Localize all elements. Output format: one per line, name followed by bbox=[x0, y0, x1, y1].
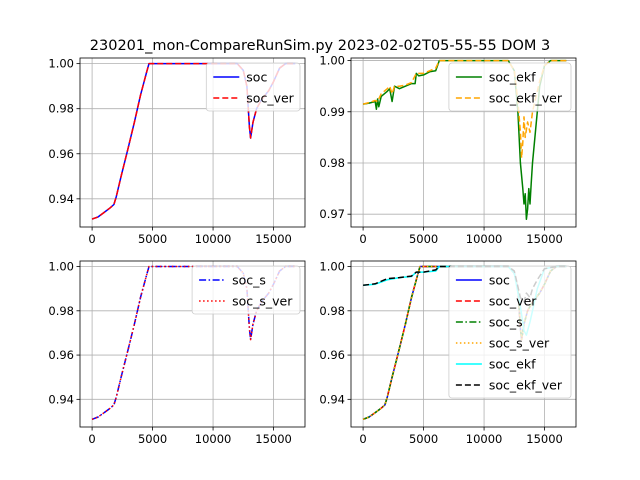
legend-label: soc_ekf bbox=[489, 70, 536, 85]
legend-label: soc_ver bbox=[246, 91, 294, 106]
legend-label: soc_ekf_ver bbox=[489, 91, 563, 106]
x-tick-label: 15000 bbox=[255, 432, 292, 446]
y-tick-label: 0.97 bbox=[319, 207, 345, 221]
axes-frame bbox=[79, 57, 306, 228]
legend: soc soc_ver bbox=[205, 62, 301, 112]
y-tick-label: 1.00 bbox=[48, 57, 74, 71]
x-tick-label: 0 bbox=[359, 232, 366, 246]
x-tick-label: 5000 bbox=[138, 432, 167, 446]
legend-box bbox=[448, 62, 572, 112]
x-tick-label: 10000 bbox=[466, 432, 503, 446]
x-tick-label: 0 bbox=[359, 432, 366, 446]
x-tick-label: 15000 bbox=[255, 232, 292, 246]
x-tick-label: 5000 bbox=[409, 232, 438, 246]
y-tick-label: 0.96 bbox=[48, 147, 74, 161]
y-tick-label: 0.98 bbox=[48, 102, 74, 116]
legend-label: soc_ver bbox=[489, 294, 537, 309]
y-tick-label: 1.00 bbox=[319, 54, 345, 68]
x-tick-label: 10000 bbox=[195, 232, 232, 246]
axes-frame bbox=[350, 57, 577, 228]
y-tick-label: 0.96 bbox=[319, 348, 345, 362]
legend-label: soc bbox=[246, 70, 267, 85]
axes-frame bbox=[79, 260, 306, 428]
legend-box bbox=[191, 265, 301, 315]
y-tick-label: 0.98 bbox=[48, 304, 74, 318]
chart-panel-1: 0 5000 10000 15000 0.94 0.96 0.98 1.00 soc soc_ve… bbox=[48, 57, 306, 246]
x-tick-label: 0 bbox=[88, 232, 95, 246]
legend: soc_s soc_s_ver bbox=[191, 265, 301, 315]
y-tick-label: 0.94 bbox=[48, 392, 74, 406]
legend-label: soc_s bbox=[489, 315, 523, 330]
series-group bbox=[362, 59, 567, 221]
legend-label: soc_ekf bbox=[489, 357, 536, 372]
y-tick-label: 0.98 bbox=[319, 304, 345, 318]
y-tick-label: 0.99 bbox=[319, 105, 345, 119]
legend-label: soc_s bbox=[232, 273, 266, 288]
legend-box bbox=[205, 62, 301, 112]
x-tick-label: 10000 bbox=[195, 432, 232, 446]
y-tick-label: 0.94 bbox=[319, 392, 345, 406]
legend-label: soc_s_ver bbox=[489, 336, 550, 351]
x-tick-label: 15000 bbox=[526, 432, 563, 446]
x-tick-label: 5000 bbox=[138, 232, 167, 246]
y-tick-label: 0.94 bbox=[48, 192, 74, 206]
figure-title: 230201_mon-CompareRunSim.py 2023-02-02T0… bbox=[90, 38, 550, 54]
axes-frame bbox=[350, 260, 577, 428]
x-tick-label: 0 bbox=[88, 432, 95, 446]
y-tick-label: 0.98 bbox=[319, 156, 345, 170]
y-tick-label: 1.00 bbox=[48, 260, 74, 274]
legend-box bbox=[448, 265, 572, 399]
legend-label: soc_ekf_ver bbox=[489, 378, 563, 393]
legend-label: soc bbox=[489, 273, 510, 288]
legend: soc_ekf soc_ekf_ver bbox=[448, 62, 572, 112]
y-tick-label: 0.96 bbox=[48, 348, 74, 362]
series-line-soc-ver bbox=[91, 62, 296, 220]
x-tick-label: 15000 bbox=[526, 232, 563, 246]
x-tick-label: 10000 bbox=[466, 232, 503, 246]
x-tick-label: 5000 bbox=[409, 432, 438, 446]
legend: soc soc_ver soc_s soc_s_ver soc_ekf soc_ekf_v… bbox=[448, 265, 572, 399]
chart-panel-3: 0 5000 10000 150000.940.960.981.00soc_ssoc_… bbox=[48, 260, 306, 446]
chart-panel-4: 0 5000 10000 15000 0.94 0.96 0.98 1.00 soc soc_ve… bbox=[319, 260, 577, 446]
y-tick-label: 1.00 bbox=[319, 260, 345, 274]
chart-panel-2: 0 5000 10000 150000.970.980.991.00soc_ekfso… bbox=[319, 54, 577, 246]
legend-label: soc_s_ver bbox=[232, 294, 293, 309]
